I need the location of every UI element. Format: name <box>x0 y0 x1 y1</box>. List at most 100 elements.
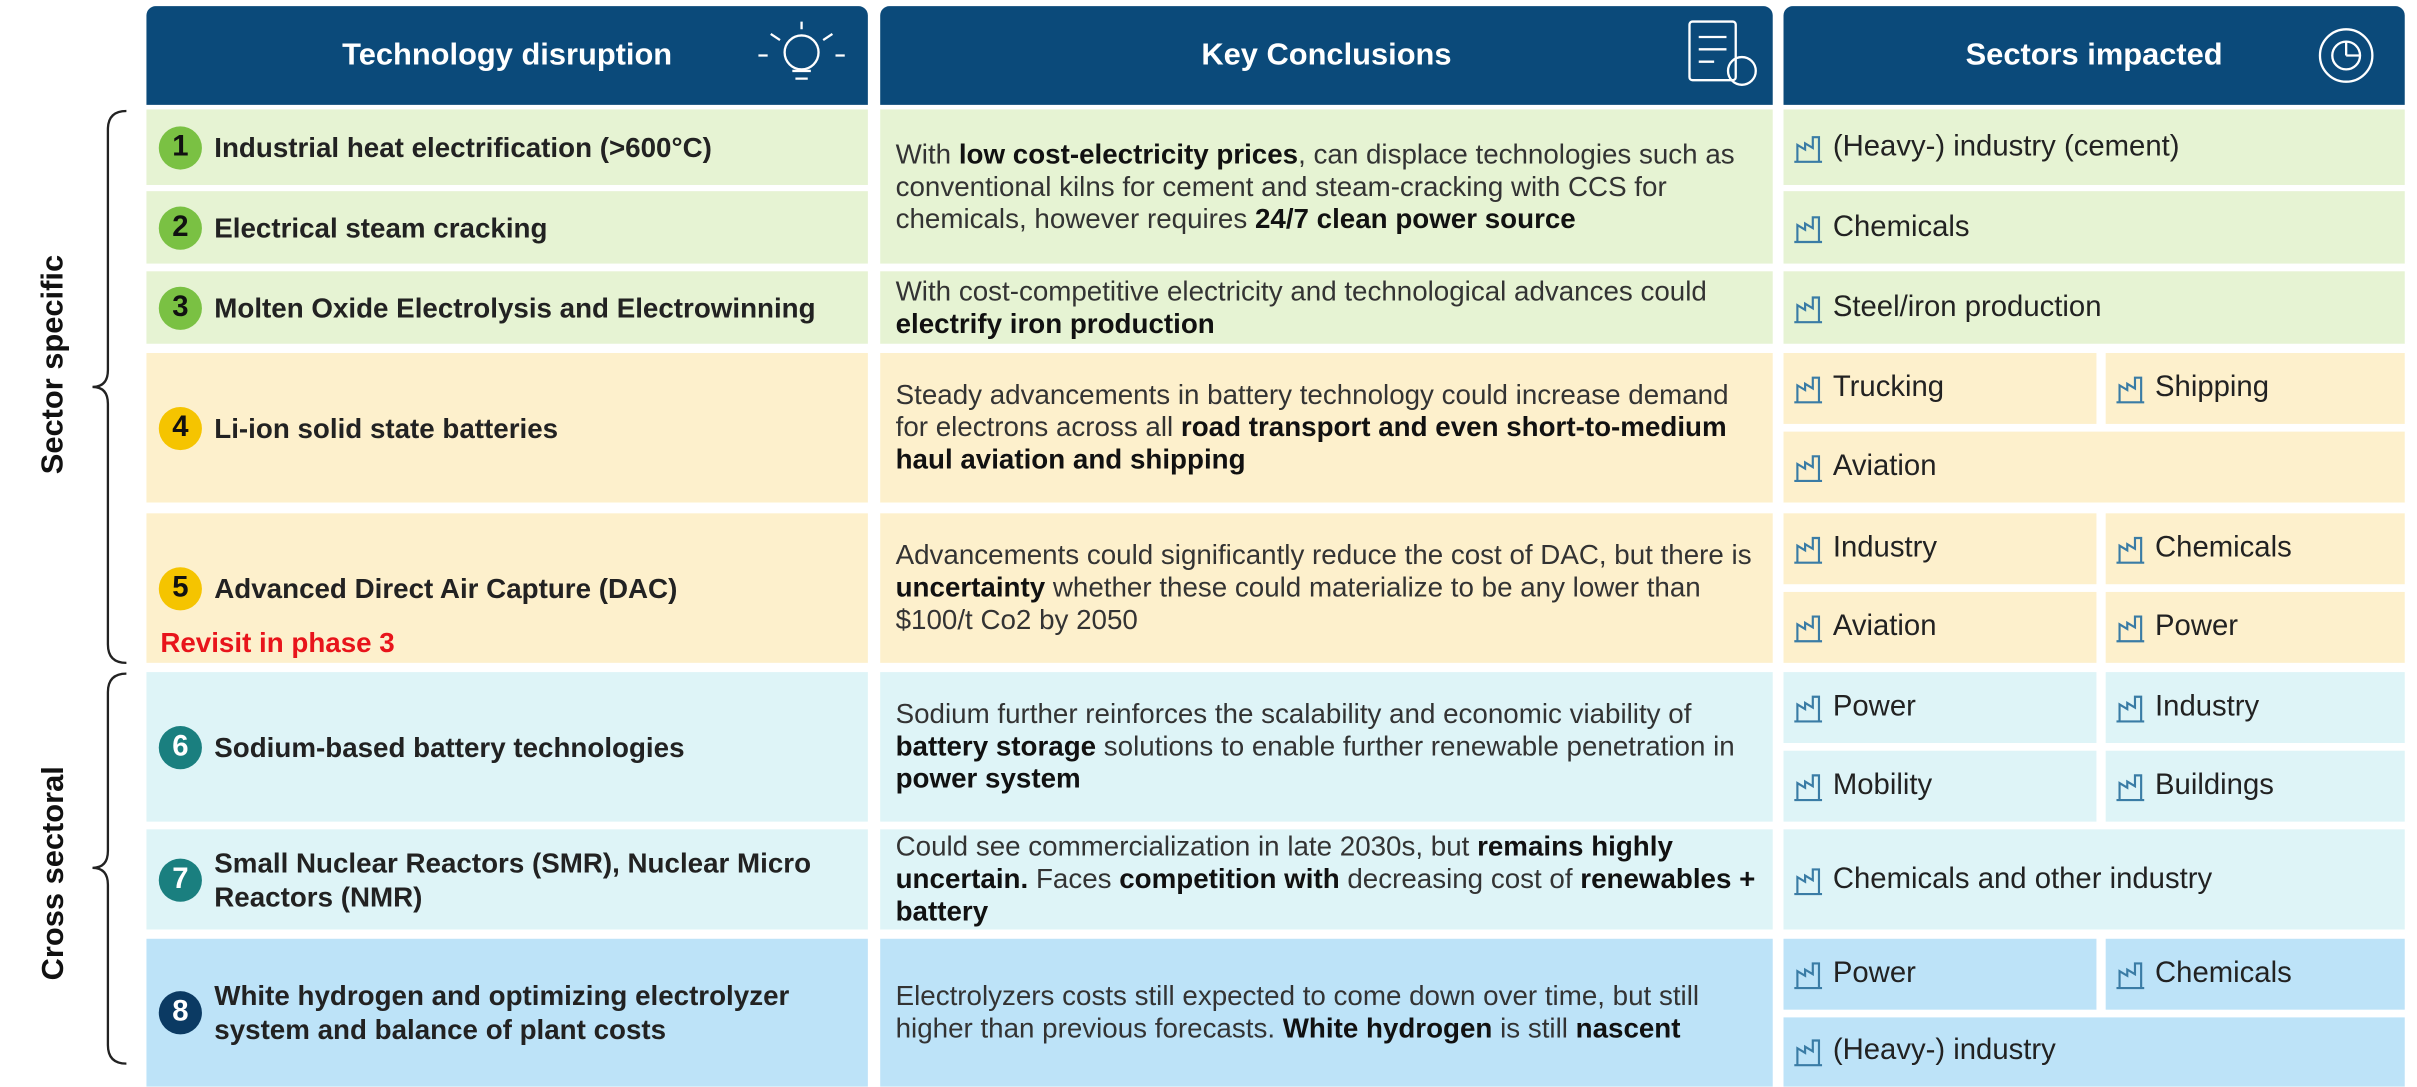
sector-cell: Aviation <box>1783 591 2097 663</box>
sector-icon <box>2116 695 2145 723</box>
header-icons <box>758 20 2374 86</box>
conclusion-cell: With cost-competitive electricity and te… <box>880 271 1773 344</box>
conclusion-segment: Faces <box>1028 863 1120 895</box>
conclusion-text: Electrolyzers costs still expected to co… <box>880 980 1773 1045</box>
header-sectors: Sectors impacted <box>1783 6 2405 105</box>
conclusion-segment: , can displace technologies such as conv… <box>895 137 1735 234</box>
conclusion-segment: uncertainty <box>895 571 1046 603</box>
sector-label: Chemicals <box>2155 956 2292 990</box>
side-label: Sector specific <box>36 254 71 474</box>
sector-icon <box>1794 536 1823 564</box>
conclusion-cell: Sodium further reinforces the scalabilit… <box>880 672 1773 822</box>
technology-title: Advanced Direct Air Capture (DAC) <box>214 572 678 604</box>
note: Revisit in phase 3 <box>160 627 395 659</box>
sector-icon <box>1794 455 1823 483</box>
header-text: Technology disruption <box>342 37 673 72</box>
sector-label: Industry <box>1832 531 1938 565</box>
conclusion-segment: nascent <box>1575 1012 1681 1044</box>
conclusion-cell: Electrolyzers costs still expected to co… <box>880 938 1773 1087</box>
conclusion-segment: power system <box>895 763 1081 794</box>
header-text: Key Conclusions <box>1201 37 1452 72</box>
sector-cell: Trucking <box>1783 353 2097 424</box>
sector-label: Buildings <box>2155 769 2274 802</box>
sector-label: Chemicals <box>1832 210 1970 243</box>
sector-label: Power <box>1832 956 1916 990</box>
technology-title: Electrical steam cracking <box>214 211 548 243</box>
conclusion-text: With cost-competitive electricity and te… <box>880 275 1773 340</box>
side-label: Cross sectoral <box>36 765 71 980</box>
number-badge: 5 <box>158 566 202 610</box>
sector-label: Power <box>1832 690 1916 723</box>
conclusion-segment: decreasing cost of <box>1339 863 1581 895</box>
sector-icon <box>1794 774 1823 802</box>
conclusion-segment: low cost-electricity prices <box>958 137 1299 169</box>
technology-cell: 5 Advanced Direct Air Capture (DAC) Revisi… <box>146 513 868 663</box>
sector-cell: Buildings <box>2105 750 2405 822</box>
header-text: Sectors impacted <box>1965 37 2223 72</box>
sector-label: Aviation <box>1832 450 1937 483</box>
technology-title: Molten Oxide Electrolysis and Electrowin… <box>214 292 816 323</box>
technology-title: Industrial heat electrification (>600°C) <box>214 131 712 163</box>
conclusion-segment: With <box>895 137 959 169</box>
sector-icon <box>2116 961 2145 989</box>
sector-icon <box>1794 135 1823 163</box>
sector-cell: Aviation <box>1783 431 2405 503</box>
header-technology: Technology disruption <box>146 6 868 105</box>
sector-icon <box>2116 774 2145 802</box>
number-badge: 8 <box>158 991 202 1035</box>
conclusion-segment: whether these could materialize to be an… <box>895 571 1701 636</box>
conclusion-text: Advancements could significantly reduce … <box>880 540 1773 637</box>
sector-icon <box>1794 376 1823 404</box>
conclusion-segment: remains highly uncertain. <box>895 830 1673 895</box>
conclusion-text: Sodium further reinforces the scalabilit… <box>880 698 1773 795</box>
conclusion-segment: 24/7 clean power source <box>1254 202 1576 234</box>
conclusion-segment: Sodium further reinforces the scalabilit… <box>895 698 1692 730</box>
sector-cell: Shipping <box>2105 353 2405 424</box>
sector-icon <box>1794 961 1823 989</box>
conclusion-text: Could see commercialization in late 2030… <box>880 831 1773 928</box>
conclusion-text: With low cost-electricity prices, can di… <box>880 138 1773 235</box>
technology-cell: 1 Industrial heat electrification (>600°C… <box>146 109 868 185</box>
conclusion-cell: Advancements could significantly reduce … <box>880 513 1773 663</box>
sector-label: (Heavy-) industry (cement) <box>1832 130 2180 163</box>
technology-cell: 8 White hydrogen and optimizing electroly… <box>146 938 868 1087</box>
sector-label: (Heavy-) industry <box>1832 1034 2056 1068</box>
sector-icon <box>1794 295 1823 323</box>
conclusion-segment: solutions to enable further renewable pe… <box>1096 730 1735 762</box>
technology-cell: 4 Li-ion solid state batteries <box>146 353 868 503</box>
number-badge: 1 <box>158 125 202 169</box>
sector-cell: Industry <box>2105 672 2405 744</box>
sector-cell: Power <box>1783 938 2097 1009</box>
sector-cell: Steel/iron production <box>1783 271 2405 344</box>
technology-title: White hydrogen and optimizing electrolyz… <box>214 980 790 1046</box>
sector-cell: (Heavy-) industry (cement) <box>1783 109 2405 185</box>
conclusion-cell: Steady advancements in battery technolog… <box>880 353 1773 503</box>
sector-icon <box>1794 215 1823 243</box>
braces <box>92 109 127 1065</box>
sector-cell: Chemicals <box>2105 938 2405 1009</box>
conclusion-segment: battery storage <box>895 730 1097 762</box>
conclusion-cell: With low cost-electricity prices, can di… <box>880 109 1773 264</box>
conclusion-segment: Advancements could significantly reduce … <box>895 539 1752 571</box>
sector-cell: Mobility <box>1783 750 2097 822</box>
conclusion-segment: competition with <box>1119 863 1340 895</box>
conclusion-segment: Electrolyzers costs still expected to co… <box>895 980 1700 1044</box>
sector-label: Power <box>2155 610 2239 643</box>
sector-icon <box>2116 536 2145 564</box>
sector-cell: Chemicals <box>1783 191 2405 264</box>
sector-cell: Chemicals and other industry <box>1783 829 2405 930</box>
technology-title: Li-ion solid state batteries <box>214 412 559 444</box>
technology-cell: 7 Small Nuclear Reactors (SMR), Nuclear M… <box>146 829 868 930</box>
conclusion-segment: is still <box>1492 1012 1576 1044</box>
conclusion-cell: Could see commercialization in late 2030… <box>880 829 1773 930</box>
conclusion-segment: White hydrogen <box>1282 1012 1493 1044</box>
conclusion-segment: renewables + battery <box>895 863 1756 927</box>
number-badge: 6 <box>158 725 202 769</box>
sector-icon <box>1794 1039 1823 1067</box>
sector-label: Shipping <box>2155 371 2270 404</box>
technology-title: Sodium-based battery technologies <box>214 731 685 763</box>
sector-label: Chemicals and other industry <box>1832 862 2213 895</box>
technology-cell: 6 Sodium-based battery technologies <box>146 672 868 822</box>
